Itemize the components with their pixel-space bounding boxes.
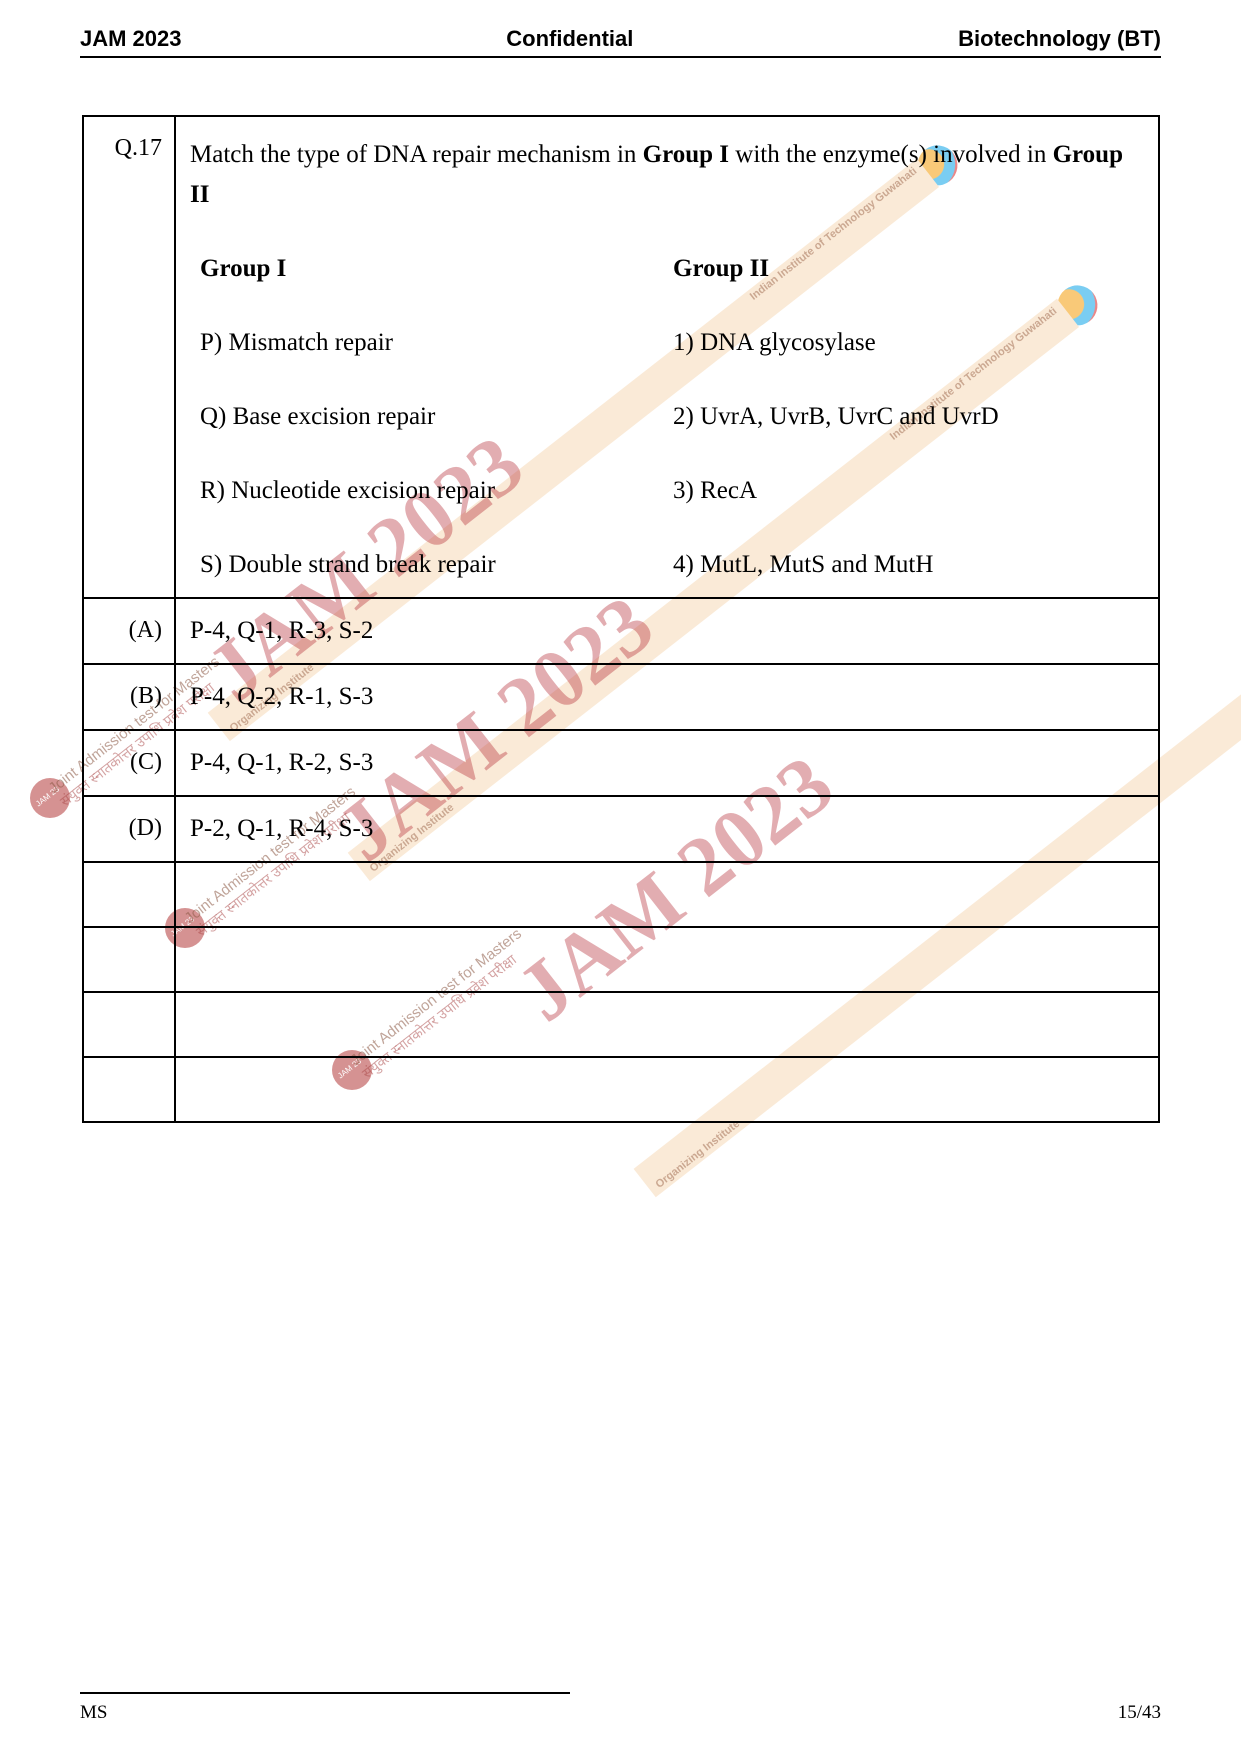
group2-3: 3) RecA bbox=[673, 477, 1134, 505]
header-left: JAM 2023 bbox=[80, 26, 182, 52]
header-right: Biotechnology (BT) bbox=[958, 26, 1161, 52]
wm-org1: Organizing Institute bbox=[653, 1118, 742, 1191]
footer-rule bbox=[80, 1692, 570, 1694]
stem-prefix: Match the type of DNA repair mechanism i… bbox=[190, 141, 643, 168]
option-B-text: P-4, Q-2, R-1, S-3 bbox=[175, 664, 1159, 730]
option-A-text: P-4, Q-1, R-3, S-2 bbox=[175, 598, 1159, 664]
group1-Q: Q) Base excision repair bbox=[200, 403, 661, 431]
header-center: Confidential bbox=[506, 26, 633, 52]
question-table: Q.17 Match the type of DNA repair mechan… bbox=[82, 115, 1160, 1123]
option-D-label: (D) bbox=[83, 796, 175, 862]
group2-1: 1) DNA glycosylase bbox=[673, 329, 1134, 357]
option-A-label: (A) bbox=[83, 598, 175, 664]
empty-row-1 bbox=[83, 862, 1159, 927]
question-stem: Match the type of DNA repair mechanism i… bbox=[190, 135, 1144, 215]
option-row-D: (D) P-2, Q-1, R-4, S-3 bbox=[83, 796, 1159, 862]
option-C-label: (C) bbox=[83, 730, 175, 796]
group1-P: P) Mismatch repair bbox=[200, 329, 661, 357]
empty-row-3 bbox=[83, 992, 1159, 1057]
footer-right: 15/43 bbox=[1118, 1702, 1161, 1724]
group2-4: 4) MutL, MutS and MutH bbox=[673, 551, 1134, 579]
question-stem-cell: Match the type of DNA repair mechanism i… bbox=[175, 116, 1159, 598]
groups-grid: Group I Group II P) Mismatch repair 1) D… bbox=[190, 255, 1144, 579]
page-header: JAM 2023 Confidential Biotechnology (BT) bbox=[80, 26, 1161, 58]
option-D-text: P-2, Q-1, R-4, S-3 bbox=[175, 796, 1159, 862]
group1-S: S) Double strand break repair bbox=[200, 551, 661, 579]
option-row-B: (B) P-4, Q-2, R-1, S-3 bbox=[83, 664, 1159, 730]
watermark-dot-1: JAM 23 bbox=[30, 778, 70, 818]
option-B-label: (B) bbox=[83, 664, 175, 730]
group1-R: R) Nucleotide excision repair bbox=[200, 477, 661, 505]
question-stem-row: Q.17 Match the type of DNA repair mechan… bbox=[83, 116, 1159, 598]
option-row-C: (C) P-4, Q-1, R-2, S-3 bbox=[83, 730, 1159, 796]
stem-mid: with the enzyme(s) involved in bbox=[729, 141, 1053, 168]
option-C-text: P-4, Q-1, R-2, S-3 bbox=[175, 730, 1159, 796]
group2-head: Group II bbox=[673, 255, 1134, 283]
footer-left: MS bbox=[80, 1702, 107, 1724]
empty-row-4 bbox=[83, 1057, 1159, 1122]
option-row-A: (A) P-4, Q-1, R-3, S-2 bbox=[83, 598, 1159, 664]
stem-bold1: Group I bbox=[643, 141, 729, 168]
question-number: Q.17 bbox=[83, 116, 175, 598]
empty-row-2 bbox=[83, 927, 1159, 992]
group2-2: 2) UvrA, UvrB, UvrC and UvrD bbox=[673, 403, 1134, 431]
page: Organizing Institute Indian Institute of… bbox=[0, 0, 1241, 1754]
group1-head: Group I bbox=[200, 255, 661, 283]
